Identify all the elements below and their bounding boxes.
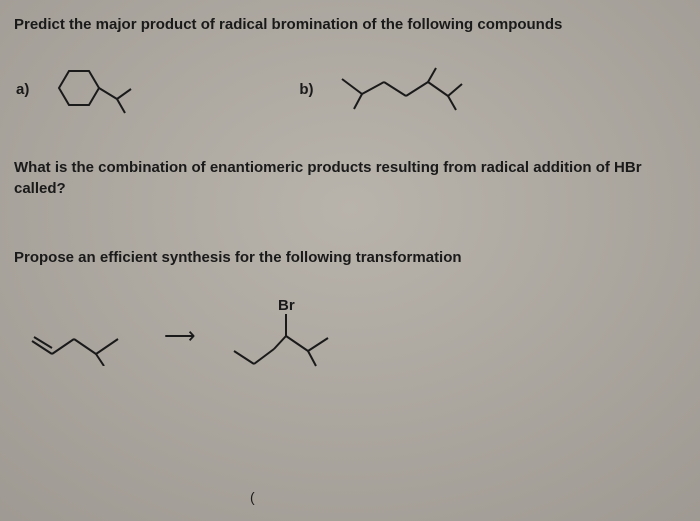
synthesis-row: ⟶ Br <box>14 296 686 376</box>
label-a: a) <box>16 81 29 98</box>
q2-line1: What is the combination of enantiomeric … <box>14 159 642 176</box>
q1-structures-row: a) b) <box>14 61 686 117</box>
footnote-mark: ( <box>250 489 255 505</box>
reaction-arrow: ⟶ <box>164 323 194 349</box>
label-b: b) <box>299 81 313 98</box>
q2-text: What is the combination of enantiomeric … <box>14 157 686 199</box>
q1-heading: Predict the major product of radical bro… <box>14 16 686 33</box>
q2-line2: called? <box>14 180 66 197</box>
reactant-structure <box>24 306 134 366</box>
q3-heading: Propose an efficient synthesis for the f… <box>14 249 686 266</box>
worksheet-page: Predict the major product of radical bro… <box>0 0 700 521</box>
product-structure: Br <box>224 296 344 376</box>
structure-b <box>334 64 474 114</box>
structure-a <box>49 61 149 117</box>
br-label: Br <box>278 297 295 314</box>
